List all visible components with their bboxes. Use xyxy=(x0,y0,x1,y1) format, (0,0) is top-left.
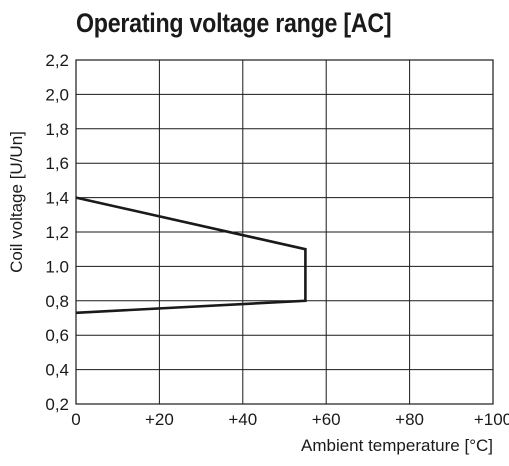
y-axis-label: Coil voltage [U/Un] xyxy=(7,131,26,273)
x-tick-label: 0 xyxy=(71,410,80,429)
x-tick-label: +20 xyxy=(145,410,174,429)
chart-title: Operating voltage range [AC] xyxy=(76,8,392,38)
y-tick-label: 0,2 xyxy=(45,395,69,414)
y-tick-label: 2,2 xyxy=(45,51,69,70)
x-tick-label: +80 xyxy=(395,410,424,429)
y-tick-label: 1,2 xyxy=(45,223,69,242)
y-tick-label: 0,6 xyxy=(45,326,69,345)
x-tick-labels: 0 +20 +40 +60 +80 +100 xyxy=(71,410,509,429)
grid xyxy=(75,59,494,405)
y-tick-label: 0,4 xyxy=(45,361,69,380)
series-line-0 xyxy=(75,196,307,315)
plot-frame xyxy=(75,59,494,405)
y-tick-label: 0,8 xyxy=(45,292,69,311)
y-tick-label: 1,4 xyxy=(45,189,69,208)
x-tick-label: +40 xyxy=(228,410,257,429)
y-tick-label: 1,6 xyxy=(45,154,69,173)
y-tick-label: 1,8 xyxy=(45,120,69,139)
y-tick-labels: 0,2 0,4 0,6 0,8 1.0 1,2 1,4 1,6 1,8 2,0 2,2 xyxy=(45,51,69,414)
series-layer xyxy=(75,196,307,315)
y-tick-label: 2,0 xyxy=(45,85,69,104)
x-tick-label: +60 xyxy=(312,410,341,429)
x-tick-label: +100 xyxy=(474,410,509,429)
x-axis-label: Ambient temperature [°C] xyxy=(301,436,493,455)
y-tick-label: 1.0 xyxy=(45,257,69,276)
